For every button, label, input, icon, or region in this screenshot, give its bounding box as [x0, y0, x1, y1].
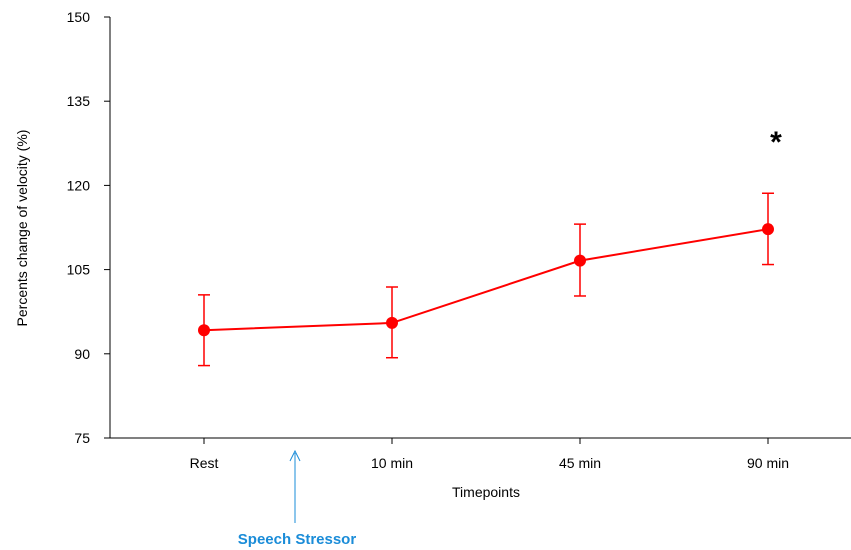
y-tick-label: 150 — [67, 9, 91, 25]
x-axis-title: Timepoints — [452, 484, 520, 500]
data-point — [574, 254, 586, 267]
x-tick-label: 45 min — [559, 455, 601, 471]
x-tick-label: Rest — [190, 455, 219, 471]
data-point — [386, 316, 398, 329]
series-line — [203, 228, 769, 332]
y-tick-label: 90 — [74, 346, 90, 362]
x-ticks: Rest 10 min 45 min 90 min — [190, 438, 789, 471]
y-tick-label: 105 — [67, 262, 91, 278]
stressor-label: Speech Stressor — [238, 531, 357, 548]
y-ticks: 75 90 105 120 135 150 — [67, 9, 110, 446]
x-tick-label: 90 min — [747, 455, 789, 471]
data-point — [198, 324, 210, 337]
series-layer — [198, 192, 774, 367]
significance-asterisk: * — [770, 126, 782, 159]
x-tick-label: 10 min — [371, 455, 413, 471]
stressor-arrow-head — [289, 449, 301, 462]
y-axis-title: Percents change of velocity (%) — [14, 130, 30, 327]
y-tick-label: 120 — [67, 177, 91, 193]
y-tick-label: 135 — [67, 93, 91, 109]
data-point — [762, 223, 774, 236]
y-tick-label: 75 — [74, 430, 90, 446]
